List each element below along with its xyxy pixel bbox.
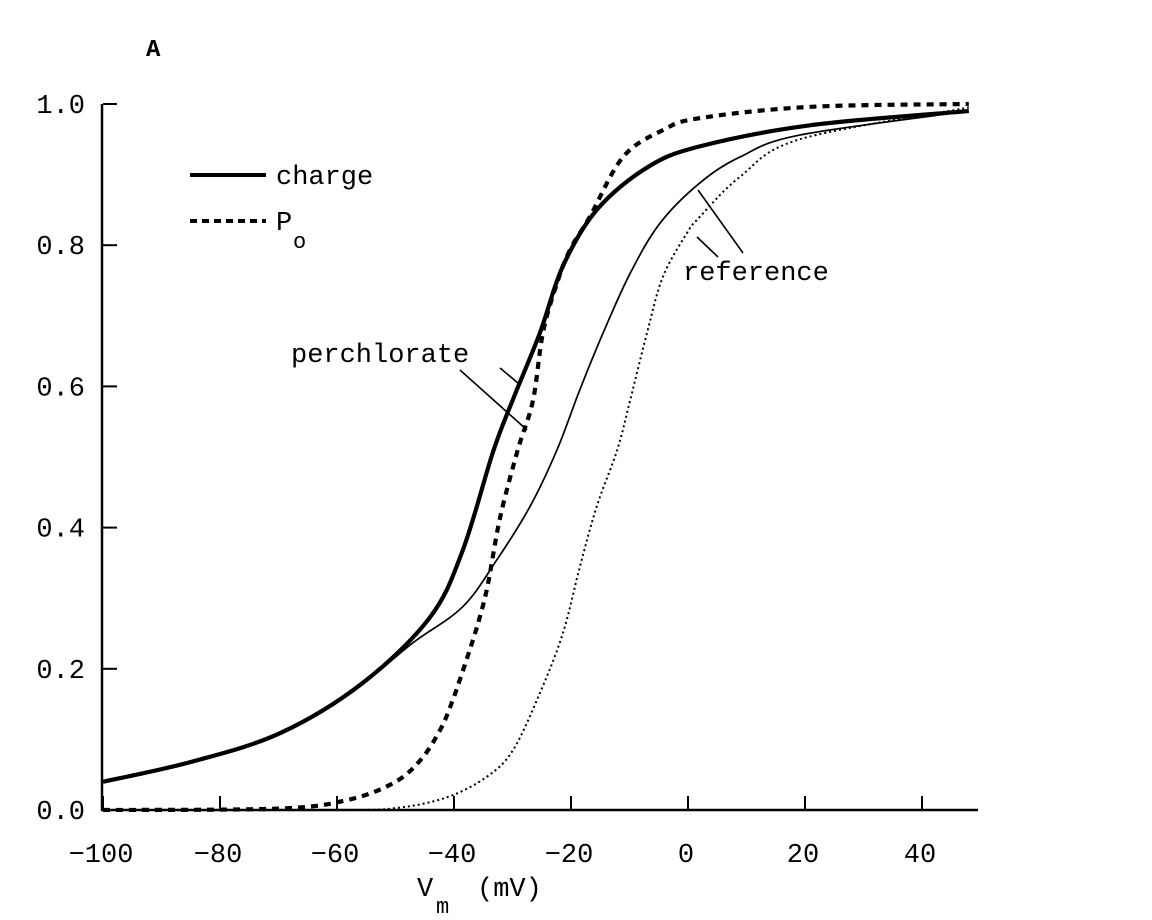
y-tick-label: 0.8 xyxy=(36,233,85,263)
x-tick-label: −60 xyxy=(311,841,360,871)
x-tick-label: −20 xyxy=(545,841,594,871)
x-tick-label: −40 xyxy=(428,841,477,871)
series-perchlorate-charge-line xyxy=(102,108,969,784)
x-tick-label: −100 xyxy=(69,841,134,871)
series-reference-po-line xyxy=(102,106,969,812)
annotation-perchlorate-leader xyxy=(459,369,528,431)
x-tick-label: 40 xyxy=(904,841,936,871)
y-tick-label: 0.6 xyxy=(36,374,85,404)
annotation-reference-label: reference xyxy=(683,259,829,289)
annotation-reference: reference xyxy=(683,189,829,289)
y-tick-label: 0.0 xyxy=(36,798,85,828)
annotation-perchlorate-label: perchlorate xyxy=(291,341,469,371)
x-axis-title-subscript: m xyxy=(436,895,449,920)
legend-po-label: P xyxy=(276,209,292,239)
y-tick-label: 0.2 xyxy=(36,657,85,687)
annotation-perchlorate-leader xyxy=(499,367,519,384)
legend: charge P o xyxy=(190,163,373,255)
annotation-reference-leader xyxy=(697,189,744,254)
x-tick-label: −80 xyxy=(194,841,243,871)
curves xyxy=(102,101,969,813)
axes: 0.0 0.2 0.4 0.6 0.8 1.0 −100 −80 −60 −40 −20 0 20 40 xyxy=(36,92,978,871)
x-axis-title-unit: (mV) xyxy=(477,875,542,905)
y-tick-label: 0.4 xyxy=(36,516,85,546)
annotation-perchlorate: perchlorate xyxy=(291,341,528,431)
x-axis-title-symbol: V xyxy=(417,875,434,905)
annotation-reference-leader xyxy=(696,236,719,258)
legend-po-subscript: o xyxy=(293,230,306,255)
x-tick-label: 0 xyxy=(678,841,694,871)
x-axis-title: V m (mV) xyxy=(417,875,542,920)
panel-label: A xyxy=(146,37,161,64)
legend-charge-label: charge xyxy=(276,163,373,193)
series-perchlorate-po-line xyxy=(102,101,969,813)
series-reference-charge-line xyxy=(102,110,969,783)
x-tick-label: 20 xyxy=(787,841,819,871)
y-tick-label: 1.0 xyxy=(36,92,85,122)
